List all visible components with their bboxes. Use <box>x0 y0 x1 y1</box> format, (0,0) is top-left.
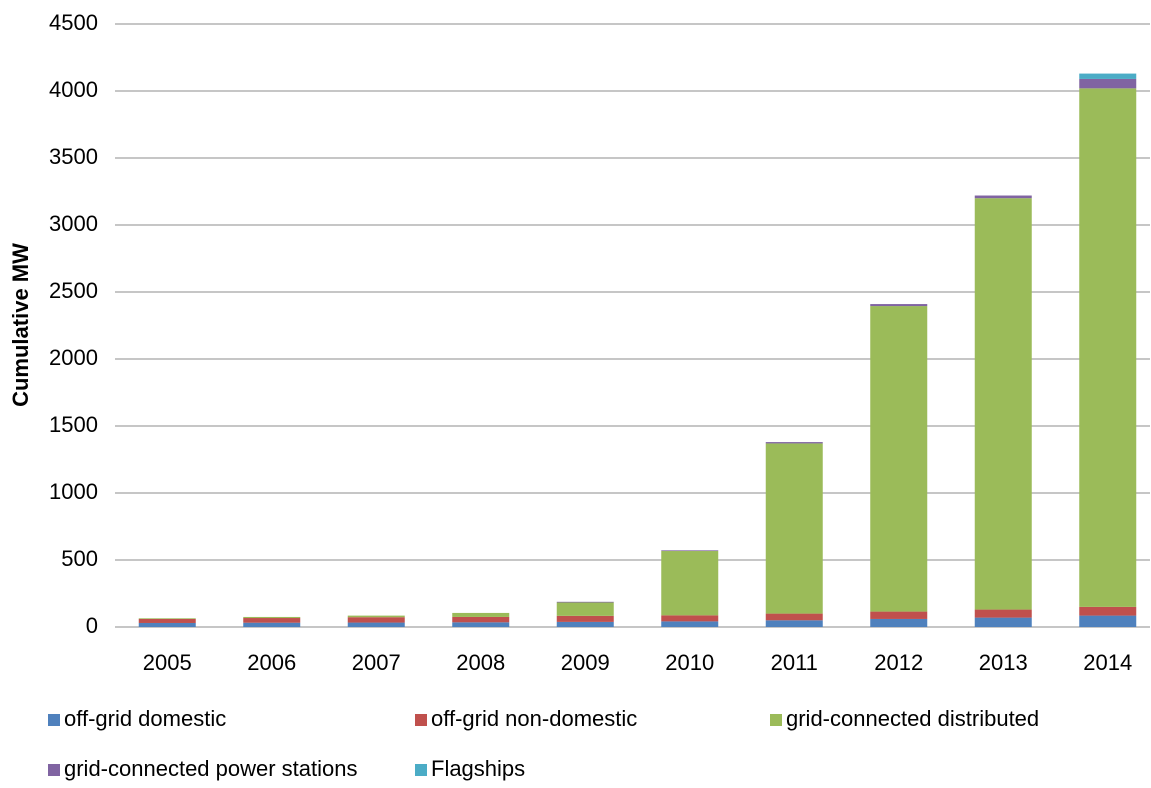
bar-segment <box>974 617 1032 627</box>
y-tick-label: 500 <box>61 546 98 571</box>
bar-segment <box>661 551 719 616</box>
legend-label: off-grid domestic <box>64 706 226 731</box>
legend-label: off-grid non-domestic <box>431 706 637 731</box>
bar-segment <box>138 622 196 627</box>
bar-segment <box>1079 606 1137 616</box>
bar-segment <box>974 195 1032 199</box>
y-tick-label: 3000 <box>49 211 98 236</box>
y-tick-label: 4500 <box>49 10 98 35</box>
bar-segment <box>974 198 1032 610</box>
x-tick-label: 2011 <box>771 650 818 675</box>
x-tick-label: 2012 <box>874 650 923 675</box>
bar-segment <box>556 621 614 627</box>
bar-segment <box>661 621 719 627</box>
bar-segment <box>138 618 196 619</box>
y-tick-label: 4000 <box>49 77 98 102</box>
x-tick-label: 2008 <box>456 650 505 675</box>
bar-segment <box>347 622 405 627</box>
bar-segment <box>556 601 614 603</box>
x-tick-label: 2007 <box>352 650 401 675</box>
bar-segment <box>452 616 510 623</box>
bar-segment <box>243 616 301 619</box>
x-tick-label: 2014 <box>1083 650 1132 675</box>
bar-segment <box>870 611 928 619</box>
bar-segment <box>452 622 510 627</box>
bar-segment <box>765 442 823 444</box>
legend-label: grid-connected distributed <box>786 706 1039 731</box>
bar-segment <box>243 622 301 627</box>
bar-segment <box>974 609 1032 618</box>
x-tick-label: 2009 <box>561 650 610 675</box>
bar-segment <box>556 602 614 616</box>
y-tick-label: 0 <box>86 613 98 638</box>
legend-swatch <box>415 714 427 726</box>
bar-segment <box>138 618 196 623</box>
legend-swatch <box>770 714 782 726</box>
bar-segment <box>243 618 301 623</box>
bar-segment <box>870 306 928 612</box>
legend-swatch <box>48 764 60 776</box>
bar-segment <box>870 618 928 627</box>
bar-segment <box>1079 78 1137 89</box>
y-tick-label: 3500 <box>49 144 98 169</box>
legend-swatch <box>415 764 427 776</box>
bar-segment <box>1079 73 1137 79</box>
x-tick-label: 2013 <box>979 650 1028 675</box>
y-tick-label: 1000 <box>49 479 98 504</box>
y-tick-label: 1500 <box>49 412 98 437</box>
bar-segment <box>765 620 823 627</box>
bar-segment <box>556 615 614 622</box>
bar-segment <box>870 304 928 307</box>
legend-label: grid-connected power stations <box>64 756 358 781</box>
bar-segment <box>661 615 719 622</box>
bar-segment <box>452 612 510 617</box>
legend-swatch <box>48 714 60 726</box>
bar-segment <box>347 617 405 623</box>
bar-segment <box>765 443 823 614</box>
y-tick-label: 2500 <box>49 278 98 303</box>
bar-segment <box>765 613 823 621</box>
legend-label: Flagships <box>431 756 525 781</box>
bar-segment <box>347 615 405 618</box>
x-tick-label: 2010 <box>665 650 714 675</box>
x-tick-label: 2006 <box>247 650 296 675</box>
bar-segment <box>661 550 719 552</box>
y-tick-label: 2000 <box>49 345 98 370</box>
x-tick-label: 2005 <box>143 650 192 675</box>
bar-segment <box>1079 615 1137 627</box>
bar-segment <box>1079 88 1137 607</box>
y-axis-title: Cumulative MW <box>8 243 33 407</box>
